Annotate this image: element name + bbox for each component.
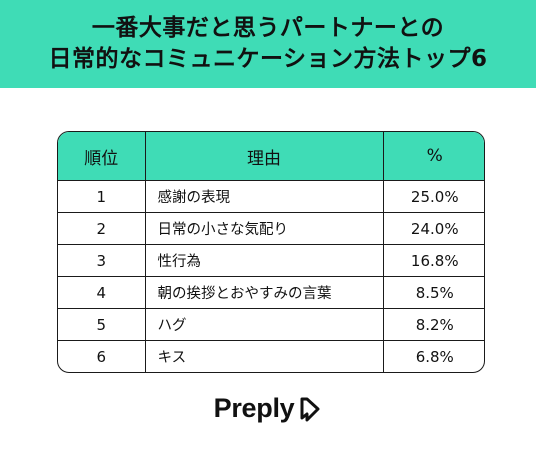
table-row: 5 ハグ 8.2%: [58, 308, 484, 341]
brand-name: Preply: [213, 393, 295, 423]
percent-cell: 8.5%: [383, 276, 484, 309]
table-row: 6 キス 6.8%: [58, 340, 484, 372]
reason-cell: 日常の小さな気配り: [145, 212, 384, 245]
preply-logo-icon: [300, 397, 320, 421]
percent-cell: 16.8%: [383, 244, 484, 277]
table-row: 1 感謝の表現 25.0%: [58, 180, 484, 213]
rank-cell: 2: [58, 212, 146, 245]
rank-cell: 1: [58, 180, 146, 213]
table-row: 2 日常の小さな気配り 24.0%: [58, 212, 484, 245]
percent-cell: 6.8%: [415, 347, 454, 366]
rank-cell: 5: [58, 308, 146, 341]
header-reason: 理由: [145, 132, 384, 181]
reason-cell: ハグ: [145, 308, 384, 341]
header-percent: %: [383, 132, 484, 181]
table-row: 3 性行為 16.8%: [58, 244, 484, 277]
title-banner: 一番大事だと思うパートナーとの 日常的なコミュニケーション方法トップ6: [0, 0, 536, 88]
table-header-row: 順位 理由 %: [58, 132, 484, 181]
percent-cell: 8.2%: [383, 308, 484, 341]
rank-cell: 4: [58, 276, 146, 309]
table-row: 4 朝の挨拶とおやすみの言葉 8.5%: [58, 276, 484, 309]
header-rank: 順位: [58, 132, 146, 181]
title-line-2: 日常的なコミュニケーション方法トップ6: [48, 46, 488, 72]
title-line-1: 一番大事だと思うパートナーとの: [91, 15, 445, 41]
reason-cell: 性行為: [145, 244, 384, 277]
reason-cell: キス: [145, 340, 384, 372]
preply-logo: Preply: [0, 393, 536, 424]
ranking-table: 順位 理由 % 1 感謝の表現 25.0% 2 日常の小さな気配り 24.0% …: [57, 131, 485, 373]
percent-cell: 24.0%: [383, 212, 484, 245]
rank-cell: 6: [58, 340, 146, 372]
percent-cell: 25.0%: [383, 180, 484, 213]
reason-cell: 朝の挨拶とおやすみの言葉: [145, 276, 384, 309]
reason-cell: 感謝の表現: [145, 180, 384, 213]
rank-cell: 3: [58, 244, 146, 277]
